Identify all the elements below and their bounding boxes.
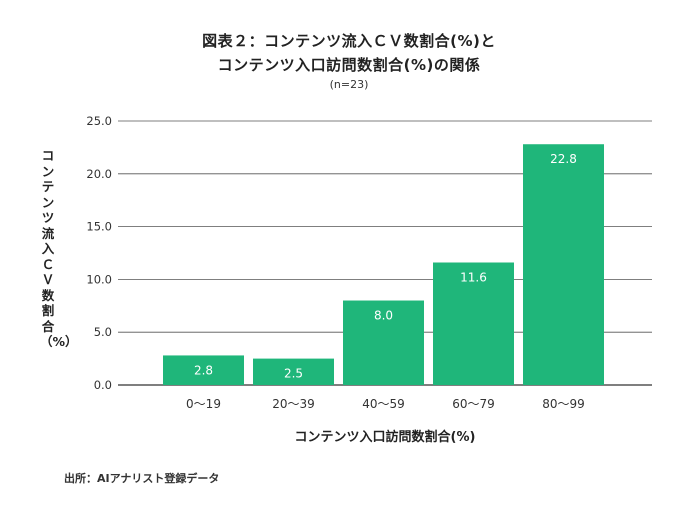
y-tick-label: 15.0 [86,220,112,234]
x-tick-label: 20～39 [272,397,315,411]
x-tick-label: 40～59 [362,397,405,411]
bar-value-label: 2.8 [194,363,213,377]
source-note: 出所：AIアナリスト登録データ [64,472,220,485]
chart-subtitle: (n=23) [329,78,369,91]
x-tick-label: 60～79 [452,397,495,411]
chart-title-line2: コンテンツ入口訪問数割合(%)の関係 [217,56,481,74]
y-tick-label: 5.0 [94,325,112,339]
y-tick-label: 10.0 [86,272,112,286]
x-axis-label: コンテンツ入口訪問数割合(%) [294,430,476,445]
bar [433,262,514,385]
bar-value-label: 8.0 [374,309,393,323]
x-tick-label: 80～99 [542,397,585,411]
bar-value-label: 11.6 [460,271,487,285]
bar-value-label: 22.8 [550,152,577,166]
bar [163,355,244,385]
bar [253,358,334,385]
bar [523,144,604,385]
bar-value-label: 2.5 [284,367,303,381]
y-tick-label: 0.0 [94,378,112,392]
y-axis-label: コンテンツ流入ＣＶ数割合（%） [40,148,78,349]
x-tick-label: 0～19 [186,397,221,411]
bar [343,300,424,385]
chart-title-line1: 図表２：コンテンツ流入ＣＶ数割合(%)と [202,32,496,50]
y-tick-label: 25.0 [86,114,112,128]
y-tick-label: 20.0 [86,167,112,181]
